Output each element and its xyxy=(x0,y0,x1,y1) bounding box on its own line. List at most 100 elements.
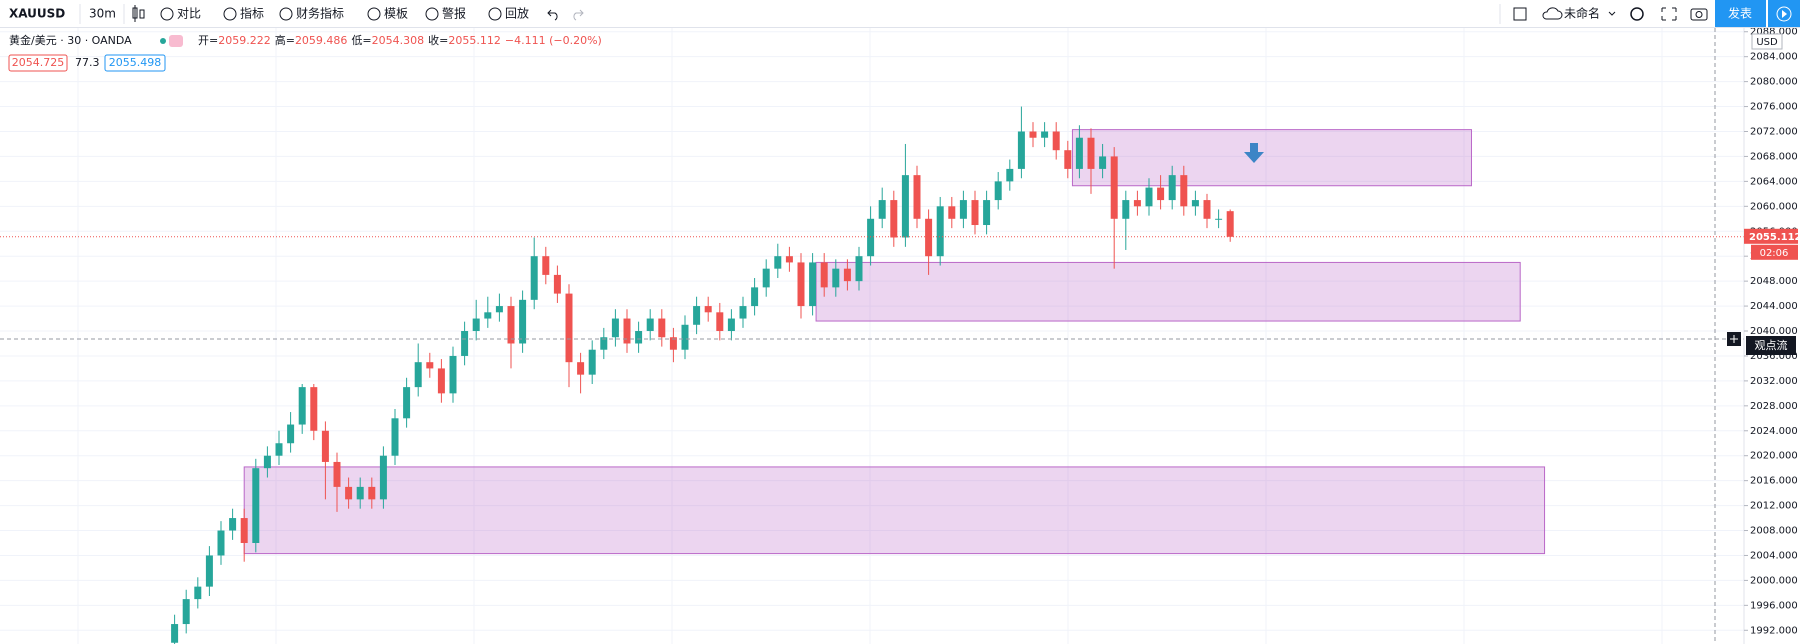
fullscreen-icon[interactable] xyxy=(1661,7,1677,21)
currency-box xyxy=(1751,33,1783,50)
interval[interactable]: 30m xyxy=(89,7,116,21)
candle-body xyxy=(298,387,306,425)
candle-body xyxy=(263,455,271,469)
candle-body xyxy=(368,486,376,500)
legend-change: −4.111 (−0.20%) xyxy=(505,34,602,47)
candle-body xyxy=(1180,175,1188,207)
candle-body xyxy=(414,362,422,388)
toolbar-item[interactable]: 指标 xyxy=(240,6,264,21)
y-tick-label: 2032.000 xyxy=(1750,376,1798,387)
candle-body xyxy=(739,306,747,319)
y-tick-label: 1992.000 xyxy=(1750,625,1798,636)
y-tick-label: 2068.000 xyxy=(1750,151,1798,162)
candle-body xyxy=(519,299,527,344)
toolbar-icon[interactable] xyxy=(223,7,237,21)
candle-body xyxy=(553,274,561,294)
legend-line: 黄金/美元 · 30 · OANDA xyxy=(9,33,132,47)
candle-body xyxy=(948,206,956,219)
toolbar: XAUUSD 30m 未命名 发表 对比 指标 财务指标 模板 警报 回放 xyxy=(0,0,1800,28)
y-tick-label: 2000.000 xyxy=(1750,575,1798,586)
candle-body xyxy=(1099,156,1107,169)
settings-icon[interactable] xyxy=(1630,7,1644,21)
y-tick-label: 2036.000 xyxy=(1750,351,1798,362)
zone xyxy=(243,466,1546,555)
candle-body xyxy=(588,349,596,375)
currency-label: USD xyxy=(1756,37,1778,48)
candle-body xyxy=(530,256,538,300)
candle-body xyxy=(611,318,619,338)
toolbar-item[interactable]: 回放 xyxy=(505,6,529,21)
legend-label: 收= xyxy=(428,33,448,47)
candle-body xyxy=(577,362,585,375)
candle-body xyxy=(205,555,213,587)
countdown-label: 02:06 xyxy=(1760,248,1789,259)
price-tag-label: 2055.112 xyxy=(1749,232,1800,243)
add-icon xyxy=(1730,335,1738,343)
redo-icon[interactable] xyxy=(573,9,584,21)
candle-body xyxy=(1145,187,1153,207)
candle-body xyxy=(461,331,469,356)
side-button[interactable] xyxy=(1746,336,1796,355)
y-tick-label: 2072.000 xyxy=(1750,126,1798,137)
undo-icon[interactable] xyxy=(547,9,558,21)
checkbox-icon[interactable] xyxy=(1513,7,1527,21)
candle-body xyxy=(704,306,712,313)
candle-body xyxy=(1226,211,1234,237)
y-tick-label: 2076.000 xyxy=(1750,102,1798,113)
candle-body xyxy=(1168,175,1176,201)
candle-body xyxy=(890,200,898,238)
candle-body xyxy=(542,256,550,275)
candle-body xyxy=(751,287,759,307)
candle-body xyxy=(693,306,701,325)
play-icon xyxy=(1776,6,1792,22)
y-tick-label: 2040.000 xyxy=(1750,326,1798,337)
candle-body xyxy=(507,306,515,344)
candle-body xyxy=(403,387,411,419)
y-tick-label: 2020.000 xyxy=(1750,451,1798,462)
toolbar-item[interactable]: 对比 xyxy=(177,7,201,21)
candle-body xyxy=(843,268,851,282)
candle-body xyxy=(727,318,735,332)
layout-name[interactable]: 未命名 xyxy=(1564,6,1600,21)
candle-body xyxy=(333,461,341,487)
candle-body xyxy=(925,218,933,257)
toolbar-icon[interactable] xyxy=(367,7,381,21)
bid-label: 2054.725 xyxy=(12,56,65,69)
toolbar-icon[interactable] xyxy=(279,7,293,21)
candle-body xyxy=(623,318,631,344)
toolbar-icon[interactable] xyxy=(488,7,502,21)
publish-label: 发表 xyxy=(1728,6,1752,21)
candle-body xyxy=(901,175,909,238)
candle-body xyxy=(391,418,399,456)
candle-body xyxy=(1203,200,1211,219)
y-tick-label: 2060.000 xyxy=(1750,201,1798,212)
toolbar-item[interactable]: 警报 xyxy=(442,6,466,21)
dropdown-icon[interactable] xyxy=(1608,11,1616,16)
candle-body xyxy=(379,455,387,500)
legend-label: 高= xyxy=(275,33,295,47)
toolbar-item[interactable]: 财务指标 xyxy=(296,6,344,21)
publish-button[interactable] xyxy=(1715,0,1766,27)
candle-body xyxy=(994,181,1002,201)
candle-body xyxy=(1029,131,1037,138)
candle-type-icon[interactable] xyxy=(132,5,145,22)
candle-body xyxy=(681,324,689,350)
candle-body xyxy=(1064,150,1072,169)
toolbar-icon[interactable] xyxy=(425,7,439,21)
cloud-icon[interactable] xyxy=(1542,7,1563,20)
countdown-tag xyxy=(1751,244,1798,260)
symbol[interactable]: XAUUSD xyxy=(9,7,65,21)
candle-body xyxy=(669,337,677,350)
camera-icon[interactable] xyxy=(1690,8,1708,21)
candle-body xyxy=(240,518,248,543)
bid-box xyxy=(8,54,68,72)
candle-body xyxy=(252,468,260,543)
side-button-label: 观点流 xyxy=(1755,338,1788,352)
candle-body xyxy=(1215,218,1223,220)
toolbar-item[interactable]: 模板 xyxy=(384,7,408,21)
candle-body xyxy=(832,268,840,288)
candle-body xyxy=(182,599,190,625)
spread-label: 77.3 xyxy=(75,56,100,69)
price-axis: 1992.000 1996.000 2000.000 2004.000 2008.000… xyxy=(1743,27,1800,644)
toolbar-icon[interactable] xyxy=(160,7,174,21)
